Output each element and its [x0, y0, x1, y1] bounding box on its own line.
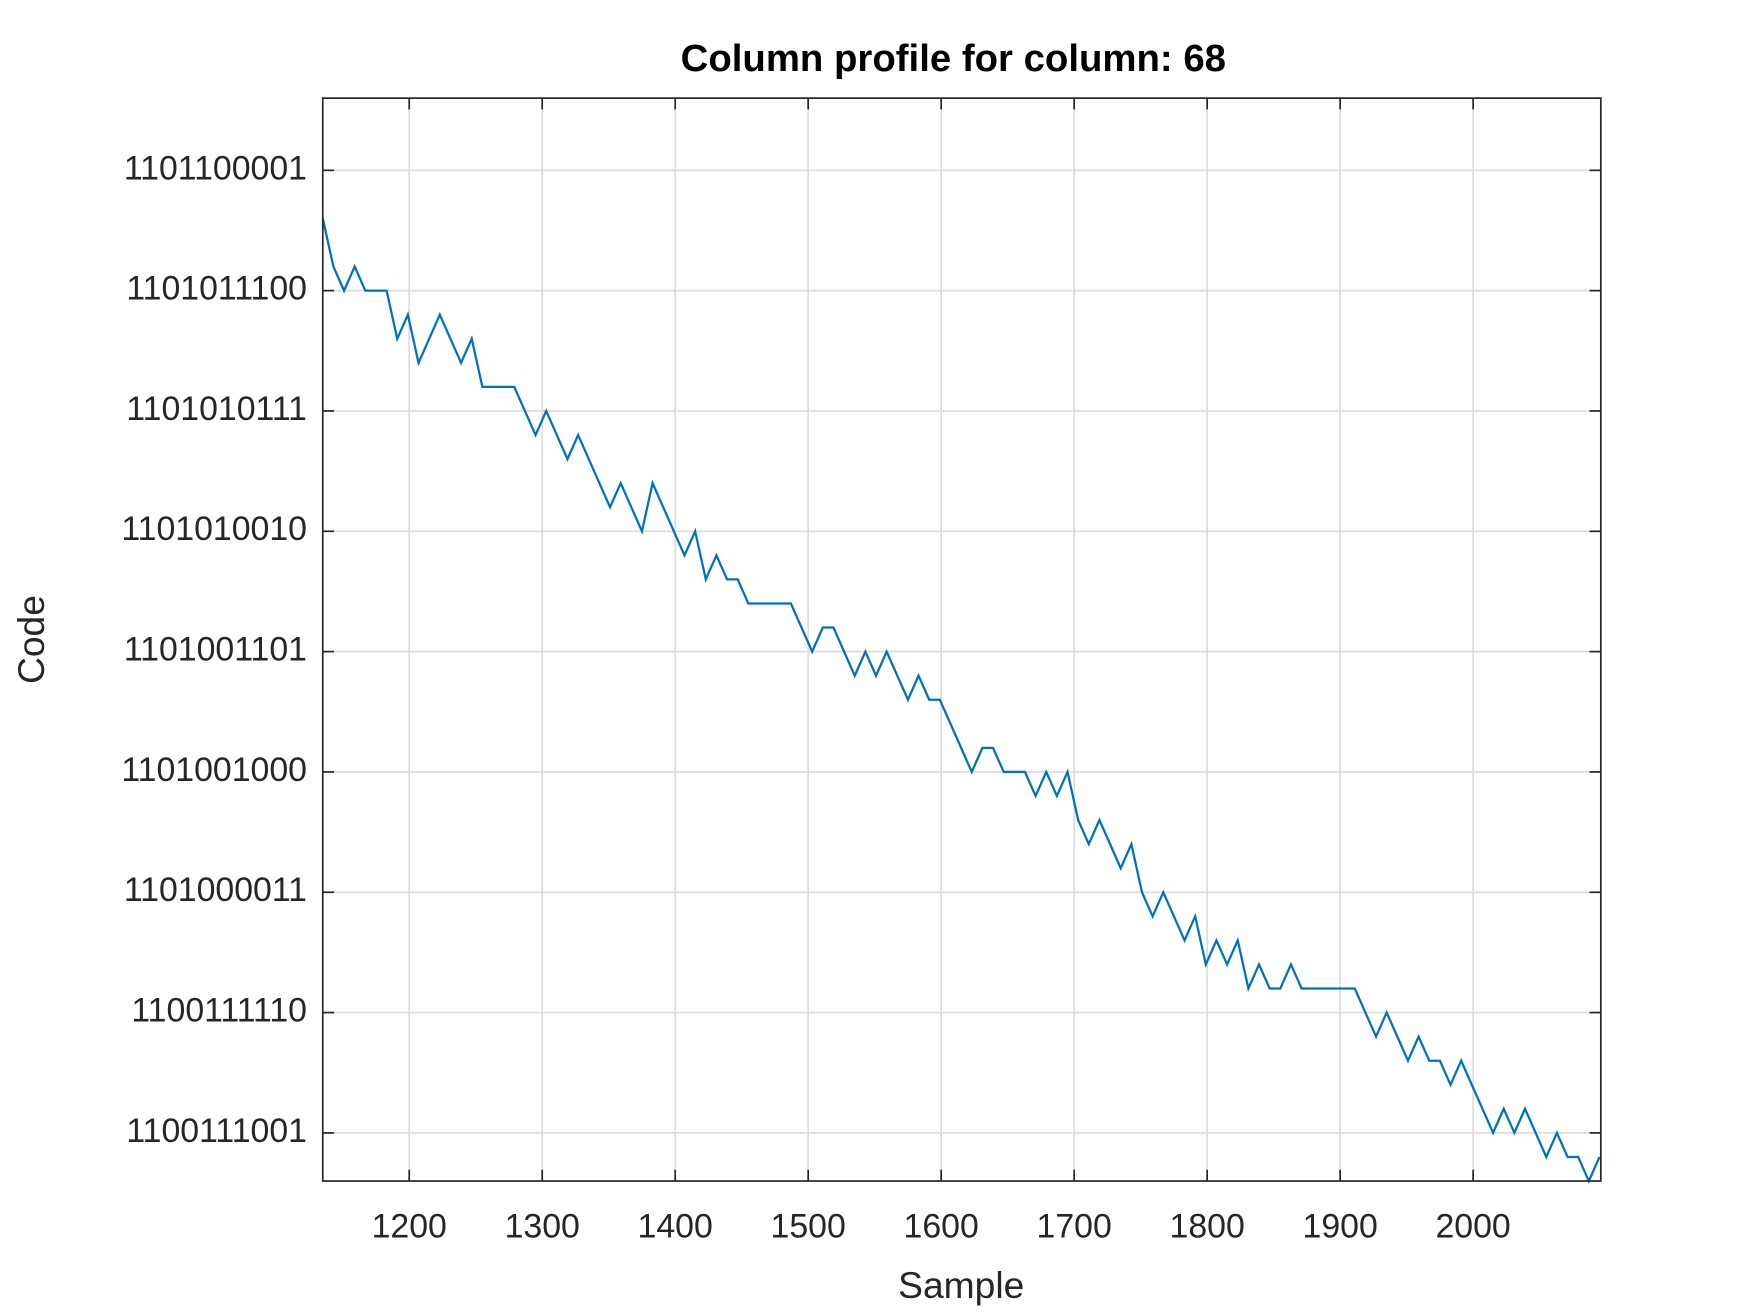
- y-tick-label: 1101010111: [126, 390, 307, 428]
- y-tick-label: 1101001101: [124, 631, 307, 669]
- x-axis-label: Sample: [898, 1264, 1024, 1306]
- y-tick-label: 1101100001: [124, 149, 307, 187]
- x-tick-label: 1400: [638, 1207, 713, 1245]
- x-tick-label: 1700: [1037, 1207, 1112, 1245]
- y-tick-label: 1101010010: [121, 510, 307, 548]
- x-tick-label: 1500: [771, 1207, 846, 1245]
- chart-title: Column profile for column: 68: [681, 37, 1226, 80]
- x-tick-label: 1800: [1170, 1207, 1245, 1245]
- axes-box: [321, 97, 1602, 1182]
- y-tick-label: 1101001000: [121, 751, 307, 789]
- x-tick-label: 1900: [1303, 1207, 1378, 1245]
- plot-area: [322, 98, 1601, 1182]
- data-line: [321, 218, 1601, 1184]
- x-tick-label: 2000: [1436, 1207, 1511, 1245]
- x-tick-label: 1200: [372, 1207, 447, 1245]
- y-tick-label: 1101011100: [126, 270, 307, 308]
- y-tick-label: 1101000011: [124, 871, 307, 909]
- y-tick-label: 1100111001: [126, 1112, 307, 1150]
- y-tick-label: 1100111110: [131, 992, 307, 1030]
- x-tick-label: 1300: [505, 1207, 580, 1245]
- y-axis-label: Code: [10, 595, 52, 684]
- x-tick-label: 1600: [904, 1207, 979, 1245]
